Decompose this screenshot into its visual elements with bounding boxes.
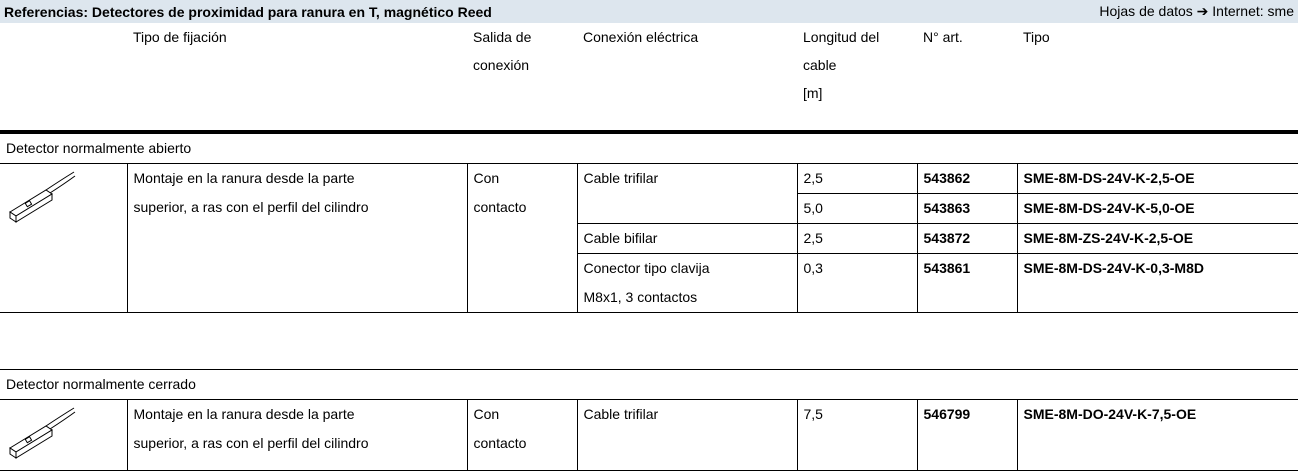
cable-length: 0,3 bbox=[796, 253, 918, 313]
article-number: 543862 bbox=[916, 163, 1018, 194]
column-header: Conexión eléctrica bbox=[577, 23, 797, 134]
fixing: Montaje en la ranura desde la parte supe… bbox=[126, 163, 468, 313]
section-row: Detector normalmente cerrado bbox=[0, 369, 1298, 400]
order-table: Tipo de fijación Salida de conexión Conexi… bbox=[0, 23, 1298, 471]
column-header: Tipo bbox=[1017, 23, 1298, 134]
item-row: Montaje en la ranura desde la parte supe… bbox=[0, 399, 1298, 471]
column-header: Salida de conexión bbox=[467, 23, 577, 134]
sensor-icon bbox=[9, 171, 76, 223]
column-header: Longitud del cable [m] bbox=[797, 23, 917, 134]
column-header: Tipo de fijación bbox=[127, 23, 467, 134]
image-cell bbox=[0, 163, 128, 313]
datasheet-link[interactable]: Hojas de datos ➔ Internet: sme bbox=[1099, 3, 1294, 19]
type-code: SME-8M-DS-24V-K-2,5-OE bbox=[1016, 163, 1298, 194]
header-row: Tipo de fijación Salida de conexión Conexi… bbox=[0, 23, 1298, 134]
section-title: Detector normalmente abierto bbox=[0, 131, 1298, 164]
output: Con contacto bbox=[466, 399, 578, 471]
type-code: SME-8M-ZS-24V-K-2,5-OE bbox=[1016, 223, 1298, 254]
article-number: 543863 bbox=[916, 193, 1018, 224]
column-header: N° art. bbox=[917, 23, 1017, 134]
cable-length: 2,5 bbox=[796, 223, 918, 254]
article-number: 543861 bbox=[916, 253, 1018, 313]
spacer-row bbox=[0, 312, 1298, 370]
header-bar: Referencias: Detectores de proximidad pa… bbox=[0, 0, 1298, 23]
fixing: Montaje en la ranura desde la parte supe… bbox=[126, 399, 468, 471]
section-row: Detector normalmente abierto bbox=[0, 131, 1298, 164]
type-code: SME-8M-DO-24V-K-7,5-OE bbox=[1016, 399, 1298, 471]
section-title: Detector normalmente cerrado bbox=[0, 369, 1298, 400]
article-number: 543872 bbox=[916, 223, 1018, 254]
cable-length: 7,5 bbox=[796, 399, 918, 471]
output: Con contacto bbox=[466, 163, 578, 313]
connection: Cable trifilar bbox=[576, 399, 798, 471]
connection: Conector tipo clavija M8x1, 3 contactos bbox=[576, 253, 798, 313]
cable-length: 5,0 bbox=[796, 193, 918, 224]
column-header bbox=[0, 23, 127, 134]
article-number: 546799 bbox=[916, 399, 1018, 471]
title: Referencias: Detectores de proximidad pa… bbox=[4, 3, 492, 20]
spacer bbox=[0, 312, 1298, 370]
type-code: SME-8M-DS-24V-K-5,0-OE bbox=[1016, 193, 1298, 224]
connection: Cable trifilar bbox=[576, 163, 798, 224]
cable-length: 2,5 bbox=[796, 163, 918, 194]
sensor-icon bbox=[9, 407, 76, 459]
item-row: 5,0 543863 SME-8M-DS-24V-K-5,0-OE bbox=[0, 193, 1298, 224]
item-row: Cable bifilar 2,5 543872 SME-8M-ZS-24V-K-2,… bbox=[0, 223, 1298, 254]
image-cell bbox=[0, 399, 128, 471]
connection: Cable bifilar bbox=[576, 223, 798, 254]
item-row: Montaje en la ranura desde la parte supe… bbox=[0, 163, 1298, 313]
type-code: SME-8M-DS-24V-K-0,3-M8D bbox=[1016, 253, 1298, 313]
